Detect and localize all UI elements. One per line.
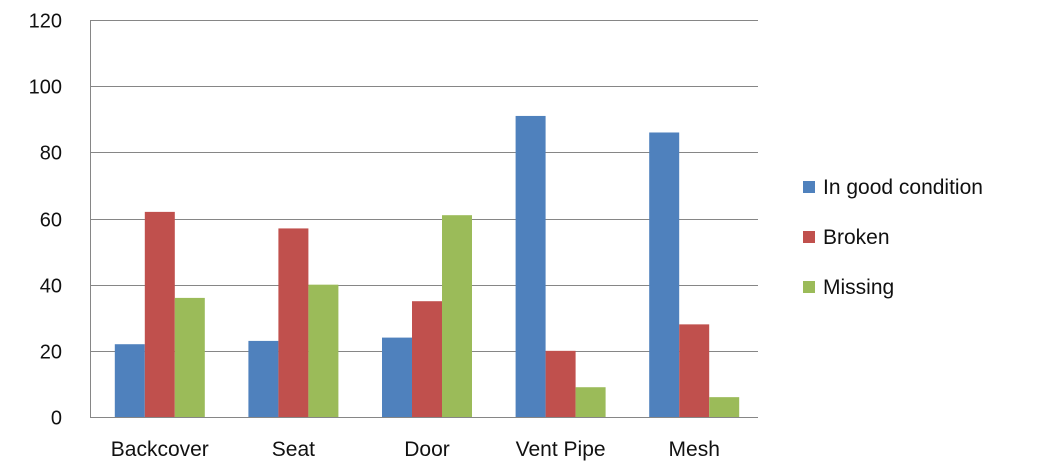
gridlines <box>90 20 758 352</box>
y-tick-label: 20 <box>40 342 62 364</box>
legend-swatch <box>803 281 815 293</box>
x-tick-label: Backcover <box>111 438 209 461</box>
bar-broken-door <box>412 301 442 417</box>
bar-in-good-condition-mesh <box>649 132 680 417</box>
x-tick-labels: Backcover Seat Door Vent Pipe Mesh <box>111 438 720 461</box>
x-tick-label: Vent Pipe <box>516 438 606 461</box>
bar-missing-vent-pipe <box>575 387 606 417</box>
bar-broken-backcover <box>144 211 175 417</box>
bar-missing-backcover <box>174 297 205 417</box>
y-tick-label: 100 <box>29 77 62 99</box>
y-tick-label: 120 <box>29 11 62 33</box>
bar-broken-vent-pipe <box>545 350 576 417</box>
bar-broken-seat <box>278 228 309 417</box>
legend-label: Broken <box>823 226 890 249</box>
legend-label: Missing <box>823 276 894 299</box>
legend-swatch <box>803 231 815 243</box>
y-tick-label: 40 <box>40 276 62 298</box>
y-tick-labels: 0 20 40 60 80 100 120 <box>29 11 62 430</box>
bar-missing-seat <box>308 284 339 417</box>
axes <box>90 20 758 418</box>
y-tick-label: 60 <box>40 210 62 232</box>
x-tick-label: Mesh <box>669 438 720 461</box>
bar-in-good-condition-door <box>382 337 412 417</box>
y-tick-label: 0 <box>51 408 62 430</box>
x-tick-label: Seat <box>272 438 315 461</box>
legend: In good condition Broken Missing <box>803 176 983 299</box>
legend-label: In good condition <box>823 176 983 199</box>
bar-broken-mesh <box>679 324 710 417</box>
bar-in-good-condition-vent-pipe <box>515 115 546 418</box>
bar-missing-door <box>442 215 472 417</box>
legend-swatch <box>803 181 815 193</box>
x-tick-label: Door <box>404 438 450 461</box>
bar-missing-mesh <box>709 397 740 417</box>
bar-in-good-condition-seat <box>248 340 279 417</box>
bars <box>114 115 740 418</box>
bar-in-good-condition-backcover <box>114 344 145 417</box>
y-tick-label: 80 <box>40 143 62 165</box>
